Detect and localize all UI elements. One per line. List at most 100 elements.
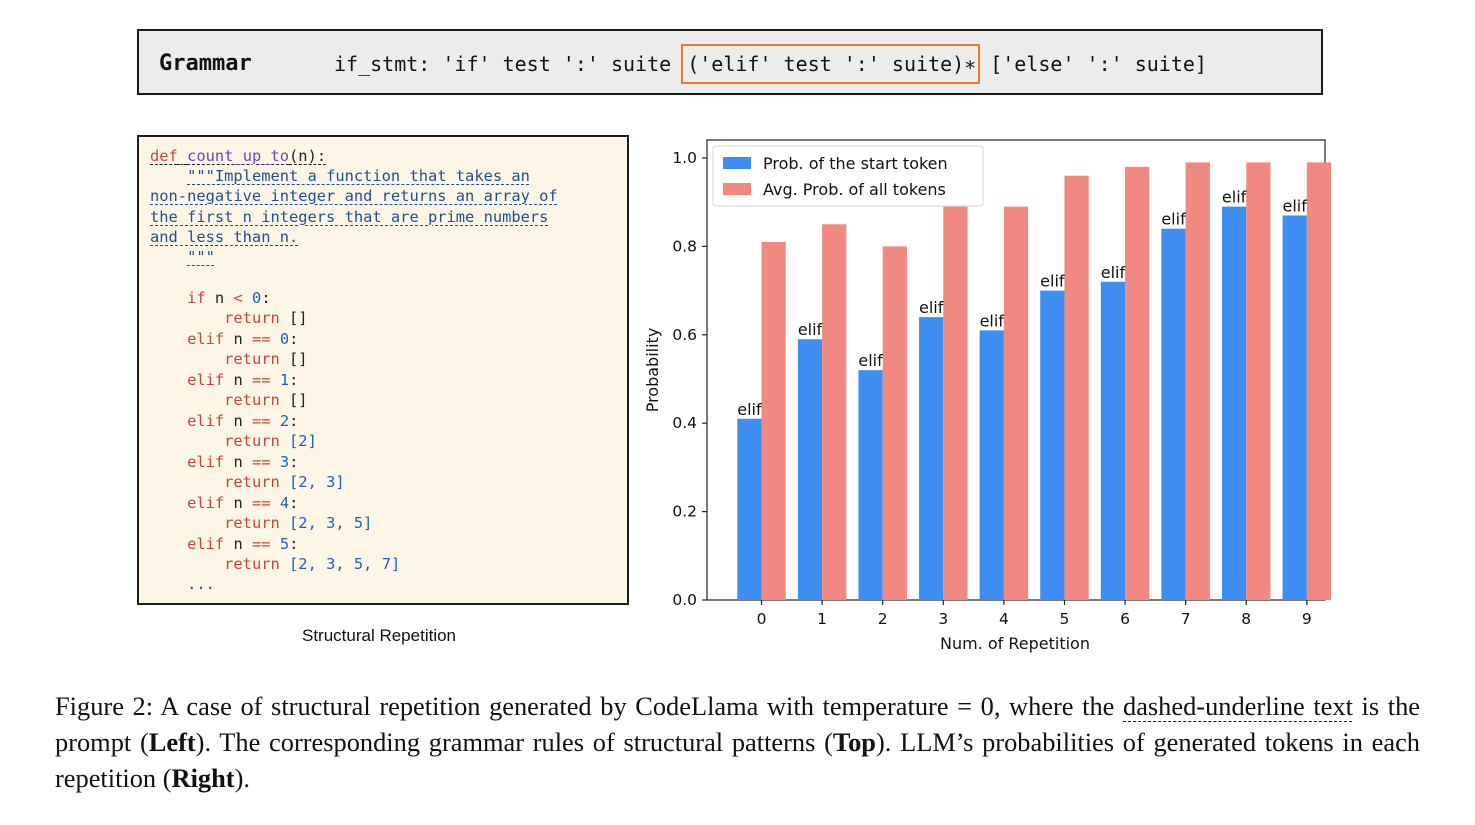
code-number: 3: [279, 453, 290, 471]
y-tick-label: 0.4: [672, 414, 697, 432]
bar-start-token: [1100, 281, 1126, 600]
code-operator: ==: [252, 453, 271, 471]
x-tick-label: 6: [1120, 610, 1130, 628]
code-number: 5: [279, 535, 290, 553]
y-tick-label: 0.0: [672, 591, 697, 609]
code-operator: ==: [252, 494, 271, 512]
code-docstring-line: and less than n.: [150, 227, 298, 247]
code-docstring-line: """Implement a function that takes an: [150, 166, 530, 186]
code-elif-line: elif n == 0:: [150, 329, 298, 349]
caption-underlined-text: dashed-underline text: [1123, 691, 1353, 721]
code-return-value: [2, 3, 5, 7]: [289, 555, 401, 573]
code-return-line: return [2]: [150, 431, 317, 451]
code-var: n: [233, 535, 243, 553]
code-docstring-line: the first n integers that are prime numb…: [150, 207, 548, 227]
code-return-value: [2]: [289, 432, 317, 450]
code-keyword: return: [224, 309, 280, 327]
code-return-line: return []: [150, 349, 308, 369]
code-def-keyword: def: [150, 147, 178, 165]
bar-data-label: elif: [1222, 188, 1247, 207]
code-var: n: [233, 371, 243, 389]
grammar-rule-highlight: ('elif' test ':' suite)∗: [681, 44, 981, 84]
grammar-rule: if_stmt: 'if' test ':' suite ('elif' tes…: [334, 44, 1207, 84]
bar-avg-tokens: [882, 246, 907, 600]
caption-bold-text: Left: [148, 727, 196, 757]
caption-bold-text: Top: [832, 727, 876, 757]
bar-avg-tokens: [822, 224, 847, 601]
code-number: 0: [279, 330, 290, 348]
bar-data-label: elif: [1161, 210, 1186, 229]
caption-text: is the prompt (: [55, 691, 1420, 757]
bar-data-label: elif: [1101, 263, 1126, 282]
code-return-line: return [2, 3]: [150, 472, 345, 492]
code-docstring-line: """: [150, 247, 215, 267]
code-function-name: count_up_to: [187, 147, 290, 165]
code-panel-caption: Structural Repetition: [301, 626, 457, 645]
code-keyword: elif: [187, 535, 225, 553]
code-return-value: []: [289, 350, 308, 368]
code-keyword: return: [224, 473, 280, 491]
caption-text: Figure 2: A case of structural repetitio…: [55, 691, 1123, 721]
code-colon: :: [289, 371, 299, 389]
bar-start-token: [1040, 290, 1065, 600]
bar-data-label: elif: [858, 351, 883, 370]
bar-avg-tokens: [1125, 166, 1150, 600]
code-keyword: return: [224, 555, 280, 573]
bar-data-label: elif: [1040, 272, 1065, 291]
code-docstring-line: non-negative integer and returns an arra…: [150, 186, 558, 206]
grammar-title: Grammar: [159, 51, 252, 76]
code-if-line: if n < 0:: [150, 288, 271, 308]
bar-data-label: elif: [980, 311, 1005, 330]
code-operator: ==: [252, 412, 271, 430]
grammar-box: Grammar if_stmt: 'if' test ':' suite ('e…: [137, 29, 1323, 95]
bar-data-label: elif: [919, 298, 944, 317]
code-return-value: [2, 3, 5]: [289, 514, 373, 532]
code-params: (n):: [289, 147, 327, 165]
figure-caption: Figure 2: A case of structural repetitio…: [55, 688, 1420, 796]
code-var: n: [214, 289, 225, 307]
code-var: n: [233, 412, 243, 430]
legend-label: Prob. of the start token: [763, 154, 948, 173]
code-def-line: def count_up_to(n):: [150, 146, 326, 166]
code-colon: :: [289, 330, 299, 348]
bar-avg-tokens: [1003, 206, 1029, 600]
code-return-line: return []: [150, 308, 308, 328]
bar-data-label: elif: [798, 320, 823, 339]
bar-data-label: elif: [1283, 196, 1308, 215]
docstring-text: the first n integers that are prime numb…: [150, 208, 549, 226]
bar-start-token: [1161, 228, 1186, 600]
code-var: n: [233, 494, 243, 512]
probability-bar-chart: elif elif elif elif elif elif elif elif elif elif…: [643, 139, 1332, 653]
code-return-value: []: [289, 391, 308, 409]
code-return-line: return [2, 3, 5, 7]: [150, 554, 400, 574]
code-return-value: []: [289, 309, 308, 327]
x-tick-label: 7: [1181, 610, 1191, 628]
code-return-value: [2, 3]: [289, 473, 345, 491]
caption-text: ). LLM’s probabilities of generated toke…: [55, 727, 1420, 793]
legend-swatch: [723, 157, 751, 169]
code-colon: :: [289, 494, 299, 512]
x-tick-label: 2: [878, 610, 888, 628]
code-elif-line: elif n == 5:: [150, 534, 298, 554]
code-keyword: return: [224, 391, 280, 409]
y-axis-label: Probability: [643, 328, 662, 413]
code-return-line: return [2, 3, 5]: [150, 513, 372, 533]
code-keyword: elif: [187, 330, 225, 348]
code-number: 2: [279, 412, 290, 430]
bar-start-token: [797, 339, 823, 600]
bar-start-token: [1222, 206, 1247, 600]
code-elif-line: elif n == 4:: [150, 493, 298, 513]
code-keyword: elif: [187, 371, 225, 389]
code-ellipsis-line: ...: [150, 574, 215, 594]
legend-label: Avg. Prob. of all tokens: [763, 180, 946, 199]
bar-start-token: [919, 317, 944, 600]
docstring-text: """Implement a function that takes an: [187, 167, 530, 185]
code-panel: def count_up_to(n): """Implement a funct…: [137, 135, 629, 605]
bar-data-label: elif: [737, 400, 762, 419]
grammar-rule-suffix: ['else' ':' suite]: [978, 52, 1207, 76]
code-number: 0: [252, 289, 262, 307]
code-colon: :: [261, 289, 271, 307]
bar-start-token: [979, 330, 1004, 600]
grammar-rule-prefix: if_stmt: 'if' test ':' suite: [334, 52, 684, 76]
x-tick-label: 4: [999, 610, 1009, 628]
